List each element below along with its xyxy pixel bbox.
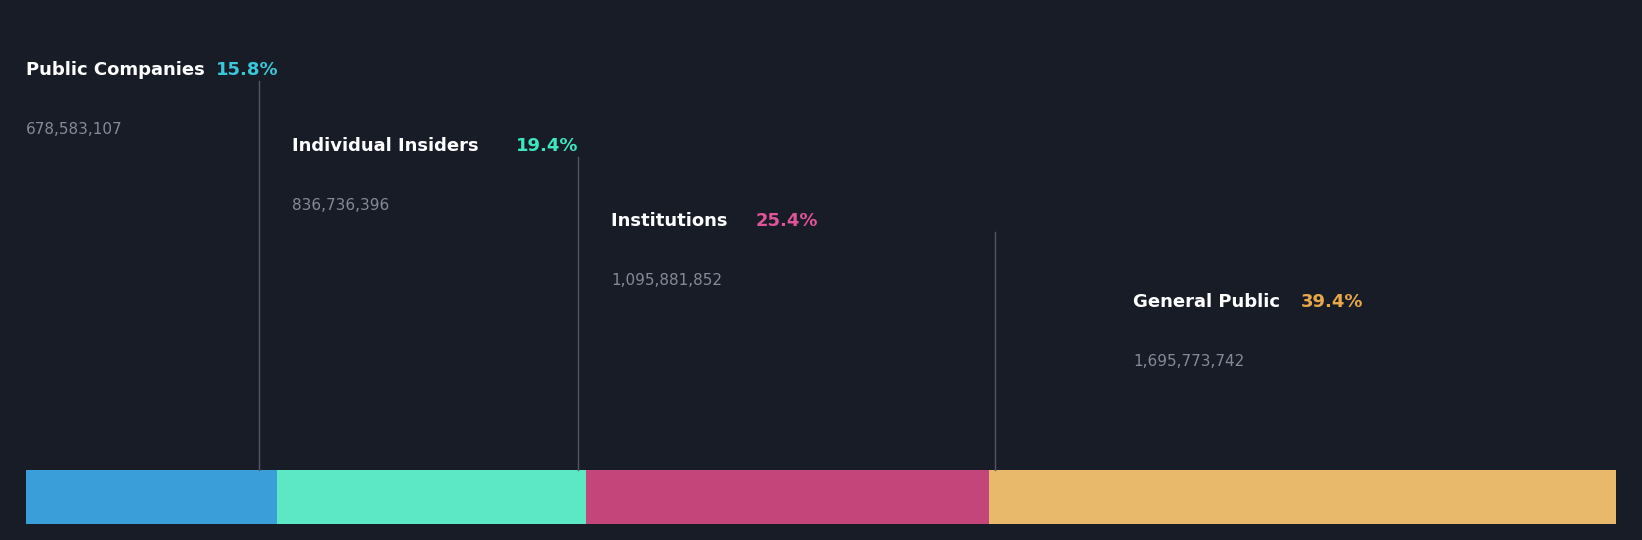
Text: 1,095,881,852: 1,095,881,852 [611,273,722,288]
Text: Individual Insiders: Individual Insiders [292,137,484,155]
Bar [26,470,277,524]
Text: 25.4%: 25.4% [755,212,818,231]
Text: Institutions: Institutions [611,212,734,231]
Bar [277,470,586,524]
Text: 836,736,396: 836,736,396 [292,198,389,213]
Text: 19.4%: 19.4% [516,137,578,155]
Text: General Public: General Public [1133,293,1286,312]
Text: 15.8%: 15.8% [217,61,279,79]
Text: 1,695,773,742: 1,695,773,742 [1133,354,1245,369]
Text: 678,583,107: 678,583,107 [26,122,123,137]
Text: 39.4%: 39.4% [1300,293,1363,312]
Text: Public Companies: Public Companies [26,61,212,79]
Bar [990,470,1616,524]
Bar [586,470,990,524]
